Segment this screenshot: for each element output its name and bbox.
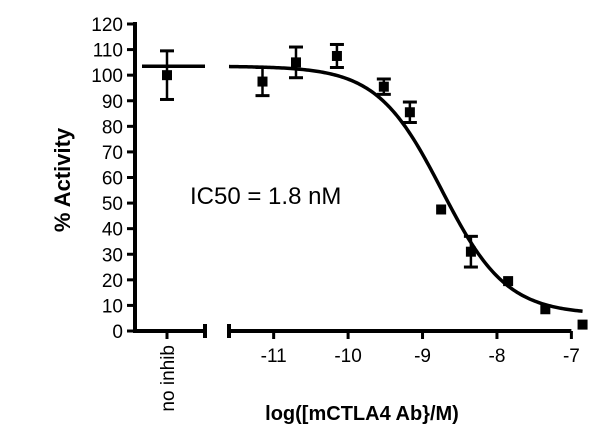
control-point xyxy=(162,70,172,81)
axes: 0 10 20 30 40 50 60 70 80 90 100 110 120 no inhib -11 -… xyxy=(91,15,580,412)
fit-layer xyxy=(142,64,583,313)
y-axis-title: % Activity xyxy=(50,127,75,232)
data-point xyxy=(577,319,588,330)
y-tick-label: 30 xyxy=(102,245,123,266)
data-point xyxy=(404,107,415,118)
data-point xyxy=(331,50,342,61)
data-point xyxy=(465,246,476,257)
x-tick-label: -11 xyxy=(261,346,287,367)
y-tick-label: 90 xyxy=(102,92,123,113)
points-layer xyxy=(160,42,588,330)
y-tick-label: 70 xyxy=(102,143,123,164)
data-point xyxy=(257,76,268,87)
y-tick-label: 110 xyxy=(93,41,123,62)
data-point xyxy=(436,204,447,215)
y-tick-label: 20 xyxy=(102,271,123,292)
x-tick-label: -10 xyxy=(334,346,361,367)
x-tick-label: -7 xyxy=(563,346,580,367)
ic50-annotation: IC50 = 1.8 nM xyxy=(190,183,341,210)
control-tick-label: no inhib xyxy=(158,345,179,412)
data-point xyxy=(378,81,389,92)
y-tick-label: 100 xyxy=(91,66,123,87)
data-point xyxy=(540,304,551,315)
y-tick-label: 80 xyxy=(102,117,123,138)
y-tick-label: 50 xyxy=(102,194,123,215)
data-point xyxy=(290,57,301,68)
y-tick-label: 60 xyxy=(102,169,123,190)
y-tick-label: 0 xyxy=(112,322,123,343)
fit-curve xyxy=(228,64,583,313)
data-point xyxy=(503,276,514,287)
x-axis-title: log([mCTLA4 Ab}/M) xyxy=(265,403,459,425)
y-tick-label: 40 xyxy=(102,220,123,241)
x-tick-label: -8 xyxy=(489,346,506,367)
x-tick-label: -9 xyxy=(414,346,431,367)
y-tick-label: 120 xyxy=(91,15,123,36)
y-tick-label: 10 xyxy=(102,296,123,317)
